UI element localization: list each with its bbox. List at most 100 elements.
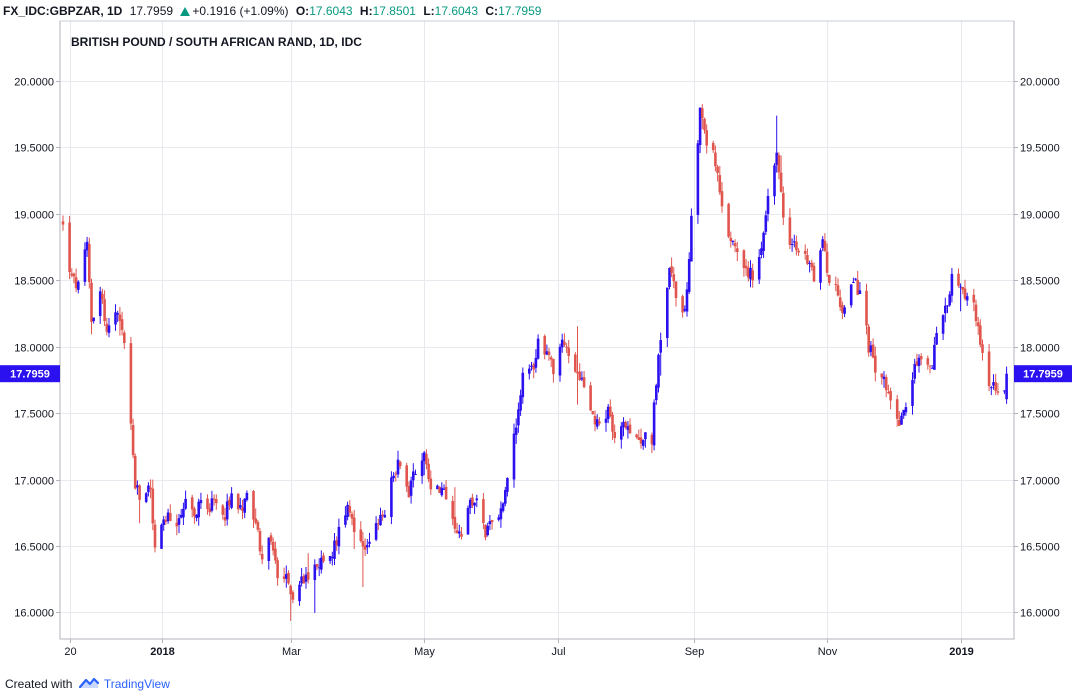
- time-axis: 20 2018 Mar May Jul Sep Nov 2019: [64, 639, 974, 658]
- candle-up: [545, 351, 549, 355]
- candle-down: [928, 365, 932, 367]
- candle-down: [582, 377, 586, 388]
- candle-up: [935, 333, 938, 345]
- candle-down: [963, 288, 967, 299]
- candle-up: [83, 249, 87, 282]
- candle-up: [504, 490, 507, 504]
- left-price-tick-label: 18.5000: [14, 276, 54, 288]
- candle-up: [990, 387, 993, 389]
- candle-down: [254, 518, 257, 523]
- left-price-tick-label: 20.0000: [14, 77, 54, 89]
- candle-up: [409, 480, 413, 496]
- candle-up: [267, 537, 271, 561]
- candle-up: [757, 257, 761, 280]
- tradingview-logo-icon[interactable]: [78, 675, 99, 695]
- candle-up: [764, 215, 768, 232]
- candle-up: [501, 503, 505, 511]
- high-label: H:: [359, 4, 373, 18]
- candle-up: [383, 514, 387, 518]
- candle-down: [260, 553, 264, 560]
- candle-down: [532, 364, 535, 370]
- candle-down: [394, 473, 398, 475]
- candle-down: [361, 541, 365, 547]
- candle-up: [243, 498, 246, 513]
- candle-down: [193, 508, 196, 517]
- candle-up: [331, 557, 334, 558]
- candle-up: [941, 315, 945, 334]
- right-price-tick-label: 19.5000: [1020, 143, 1060, 155]
- right-last-price-label: 17.7959: [1023, 369, 1063, 381]
- candle-down: [961, 287, 965, 290]
- candle-up: [519, 395, 522, 411]
- candle-down: [129, 343, 133, 424]
- candle-up: [775, 152, 778, 165]
- candle-down: [291, 592, 295, 600]
- candle-down: [972, 294, 976, 303]
- candle-up: [337, 526, 341, 547]
- candle-up: [854, 278, 857, 280]
- candle-up: [245, 492, 249, 500]
- candle-down: [825, 251, 829, 273]
- candle-down: [190, 497, 194, 510]
- candle-down: [751, 270, 754, 281]
- candle-up: [930, 367, 934, 369]
- candle-up: [604, 418, 608, 423]
- candle-up: [166, 512, 170, 522]
- candle-up: [808, 263, 811, 264]
- candle-up: [514, 427, 518, 435]
- candle-down: [133, 455, 137, 489]
- time-tick-label: 2018: [150, 646, 174, 658]
- candle-down: [552, 358, 555, 375]
- candle-down: [103, 299, 106, 322]
- candle-down: [589, 385, 592, 411]
- left-last-price-tag: [0, 365, 60, 383]
- candle-up: [950, 273, 954, 296]
- candle-down: [405, 465, 408, 487]
- candle-up: [762, 232, 765, 251]
- candle-down: [823, 240, 827, 251]
- open-label: O:: [295, 4, 310, 18]
- candle-up: [197, 501, 200, 518]
- high-value: 17.8501: [372, 4, 416, 18]
- candle-down: [994, 382, 997, 391]
- candle-up: [657, 354, 660, 388]
- candle-up: [412, 471, 415, 481]
- candle-up: [917, 357, 921, 366]
- candle-down: [856, 279, 859, 295]
- candle-down: [898, 420, 901, 426]
- candle-up: [644, 432, 647, 440]
- candle-down: [563, 341, 566, 345]
- candle-down: [836, 285, 840, 296]
- candle-up: [946, 305, 949, 307]
- candle-down: [777, 154, 781, 173]
- candle-down: [703, 118, 706, 131]
- candle-up: [313, 564, 317, 580]
- candle-down: [549, 357, 553, 360]
- candle-down: [576, 371, 579, 374]
- price-chart[interactable]: BRITISH POUND / SOUTH AFRICAN RAND, 1D, …: [0, 20, 1074, 672]
- attribution-footer: Created with TradingView: [5, 674, 170, 694]
- candle-down: [874, 355, 877, 373]
- candle-down: [543, 336, 546, 355]
- candle-down: [287, 572, 290, 584]
- symbol-name[interactable]: FX_IDC:GBPZAR, 1D: [3, 4, 123, 18]
- right-price-tick-label: 20.0000: [1020, 77, 1060, 89]
- candle-down: [241, 507, 244, 511]
- candle-down: [742, 250, 746, 268]
- change-up-arrow-icon: [180, 7, 191, 16]
- candle-down: [718, 175, 722, 193]
- last-price: 17.7959: [129, 4, 174, 18]
- tradingview-brand-link[interactable]: TradingView: [103, 677, 170, 691]
- candle-up: [760, 248, 763, 255]
- candle-up: [944, 305, 947, 314]
- candle-down: [895, 399, 899, 419]
- left-price-tick-label: 17.5000: [14, 409, 54, 421]
- candle-up: [92, 317, 95, 321]
- candle-up: [517, 409, 520, 426]
- candle-up: [317, 567, 321, 569]
- candle-down: [609, 406, 612, 416]
- candle-down: [797, 250, 800, 253]
- low-label: L:: [423, 4, 435, 18]
- right-last-price-tag: [1014, 365, 1072, 383]
- candle-up: [992, 382, 995, 386]
